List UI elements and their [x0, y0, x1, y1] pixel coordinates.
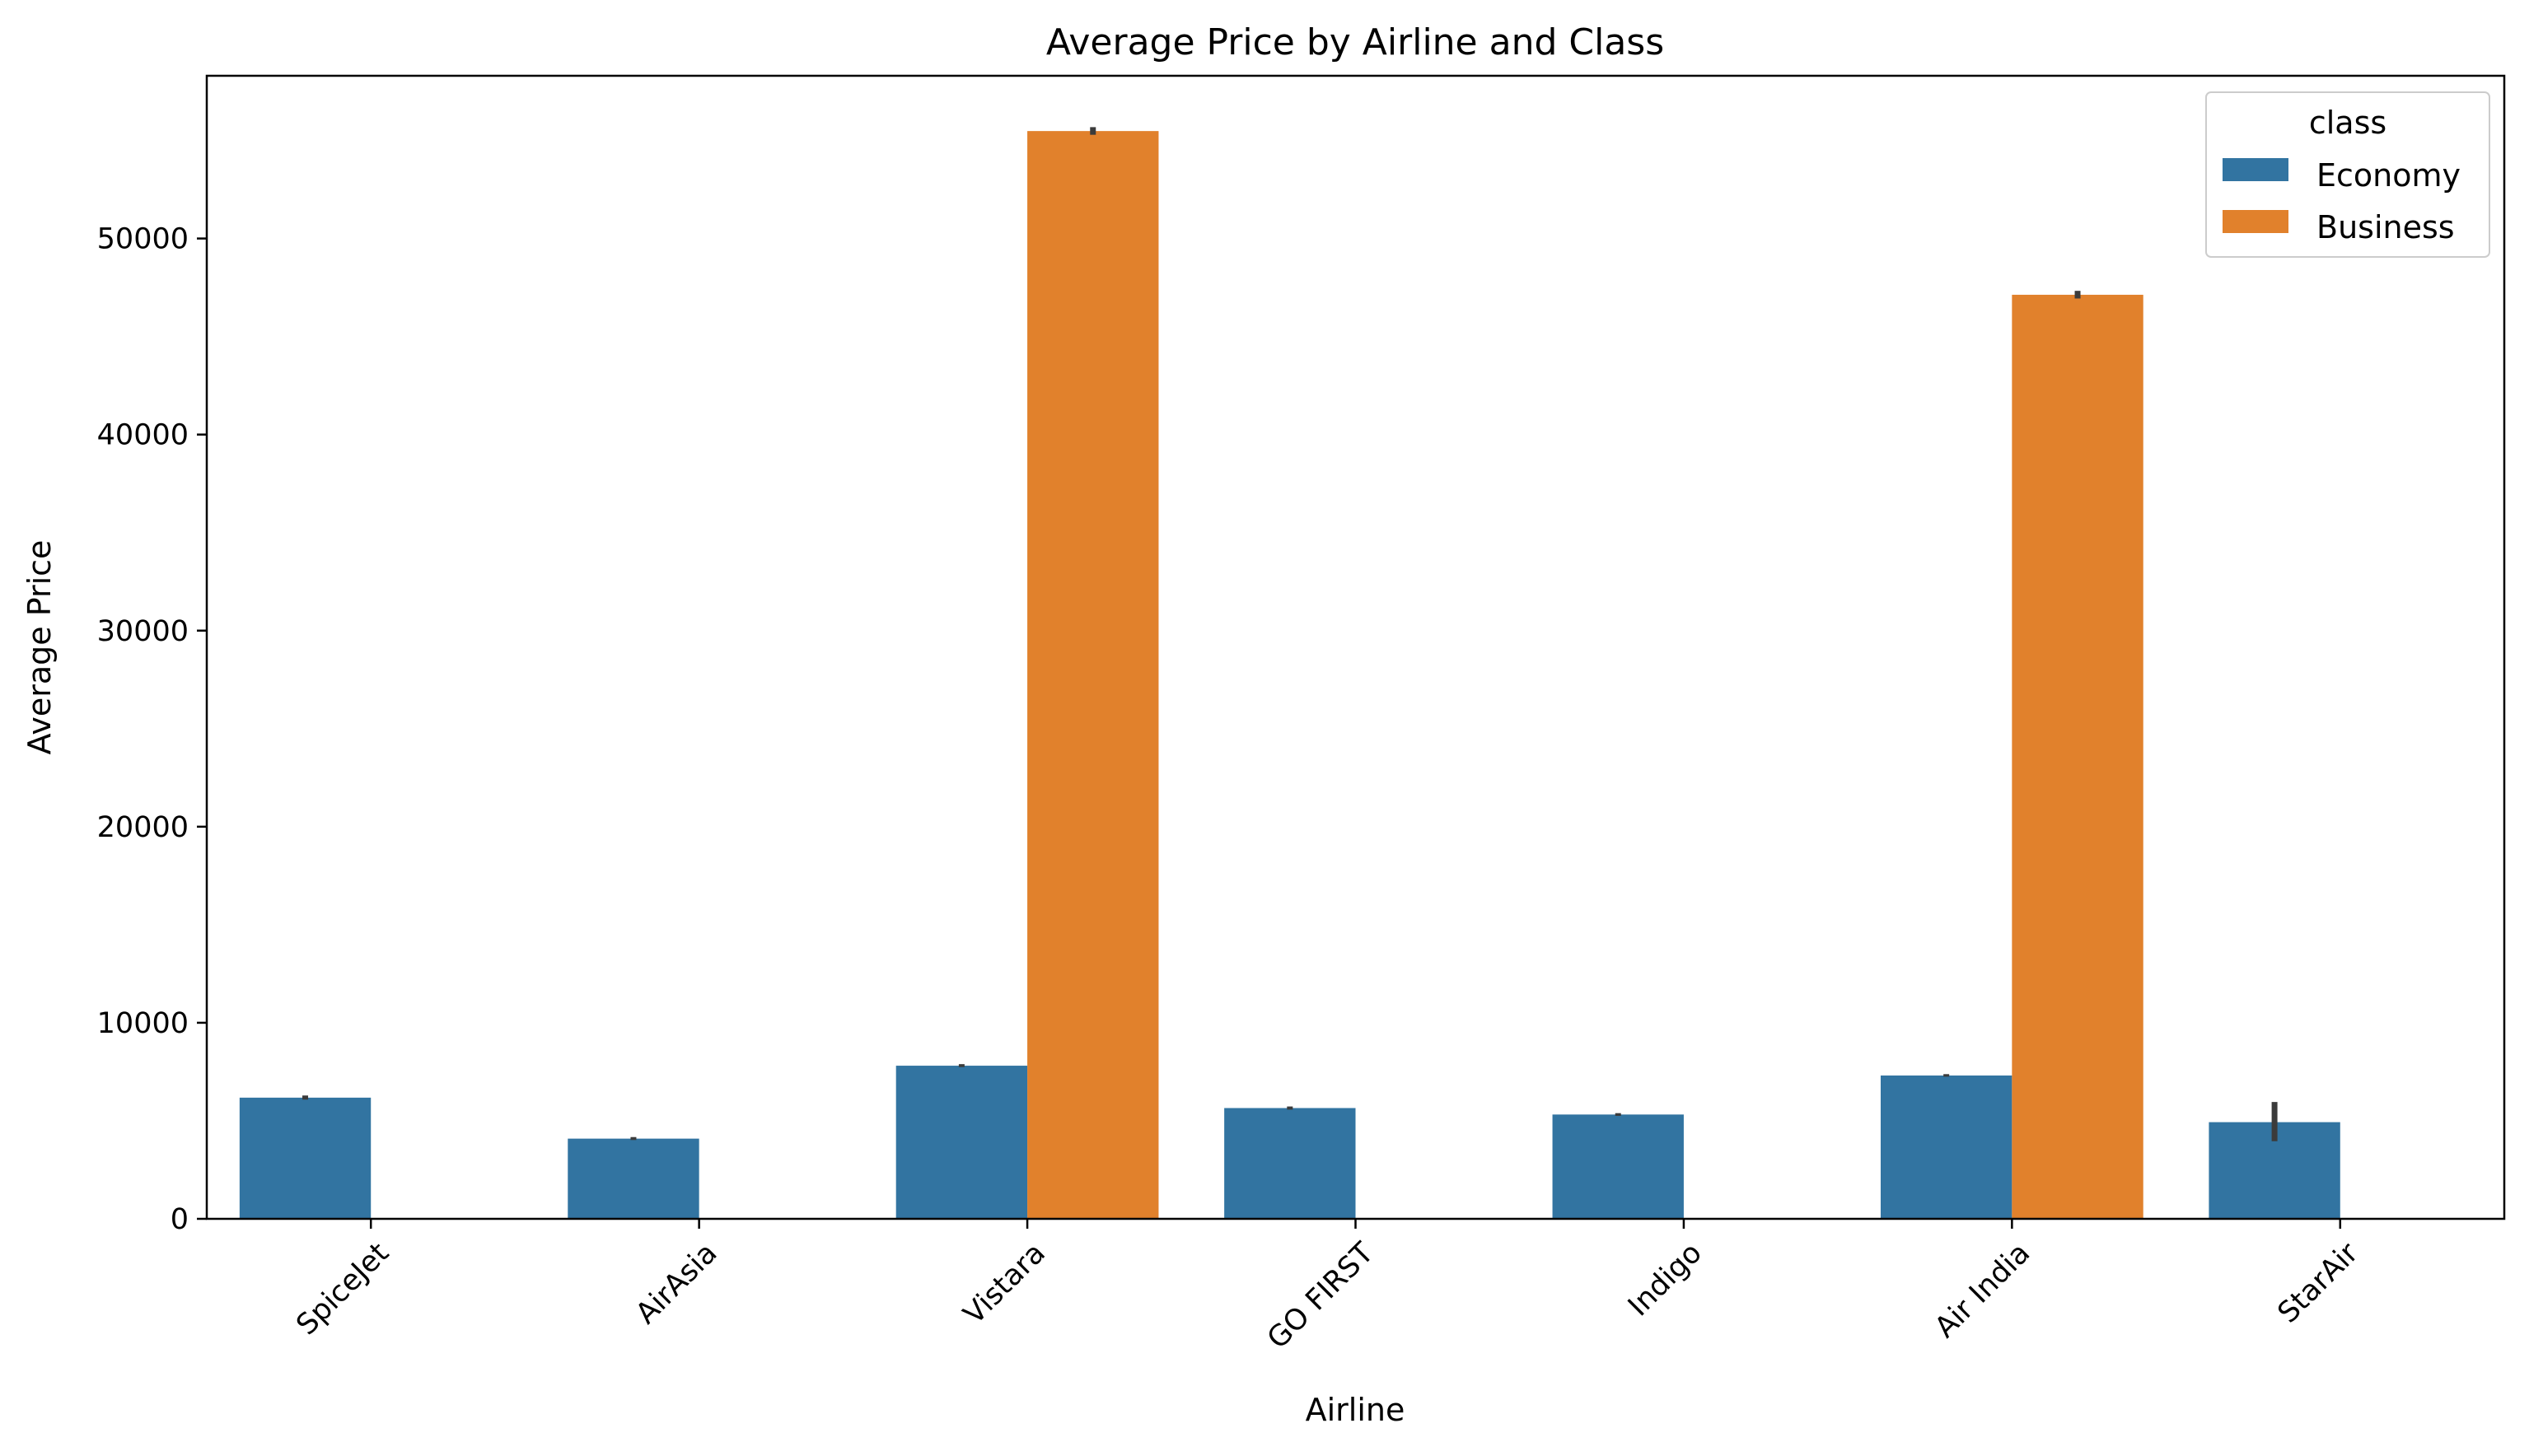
- y-axis-label: Average Price: [21, 540, 58, 755]
- y-tick-label-40000: 40000: [97, 419, 189, 452]
- bar-air-india-business: [2012, 294, 2143, 1220]
- y-tick-label-50000: 50000: [97, 223, 189, 256]
- legend-title: class: [2309, 105, 2386, 141]
- chart-title: Average Price by Airline and Class: [1046, 21, 1664, 63]
- y-tick-label-30000: 30000: [97, 615, 189, 648]
- bar-go-first-economy: [1224, 1108, 1356, 1219]
- bars-layer: [239, 131, 2340, 1220]
- legend: class Economy Business: [2205, 91, 2490, 258]
- y-axis-ticks: 0 10000 20000 30000 40000 50000: [97, 223, 207, 1236]
- bar-vistara-economy: [895, 1066, 1028, 1219]
- legend-swatch-economy: [2223, 158, 2288, 181]
- legend-swatch-business: [2223, 210, 2288, 233]
- bar-indigo-economy: [1552, 1114, 1684, 1219]
- x-axis-label: Airline: [1306, 1392, 1405, 1428]
- legend-label-business: Business: [2316, 209, 2455, 245]
- error-bars-layer: [302, 127, 2278, 1141]
- legend-label-economy: Economy: [2316, 157, 2461, 194]
- y-tick-label-0: 0: [171, 1203, 189, 1236]
- bar-spicejet-economy: [239, 1097, 372, 1219]
- y-tick-label-20000: 20000: [97, 811, 189, 844]
- bar-air-india-economy: [1880, 1075, 2012, 1219]
- bar-vistara-business: [1027, 131, 1159, 1220]
- bar-airasia-economy: [568, 1138, 699, 1219]
- y-tick-label-10000: 10000: [97, 1007, 189, 1040]
